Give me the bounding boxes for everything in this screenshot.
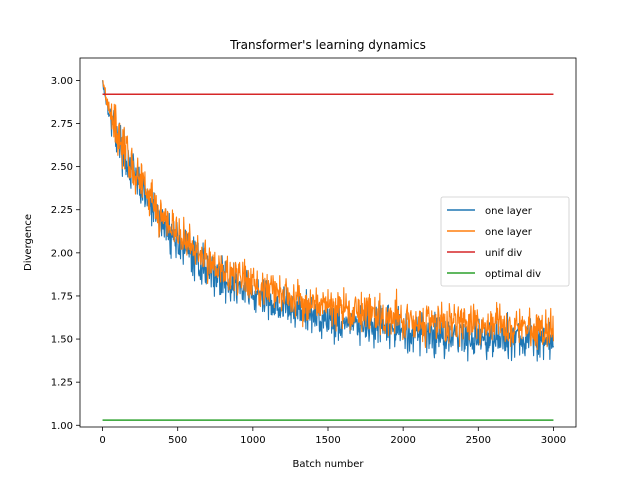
x-tick-label: 2000 <box>390 435 415 446</box>
y-tick-label: 1.75 <box>51 291 73 302</box>
legend-label: one layer <box>485 227 533 238</box>
x-tick-label: 0 <box>99 435 105 446</box>
y-tick-label: 1.00 <box>51 421 73 432</box>
legend-label: optimal div <box>485 269 541 280</box>
series-line-2 <box>102 79 554 351</box>
y-axis: 1.00 1.25 1.50 1.75 2.00 2.25 2.50 2.75 3.00 <box>51 76 80 432</box>
x-tick-label: 3000 <box>541 435 566 446</box>
x-tick-label: 1000 <box>240 435 265 446</box>
y-tick-label: 1.25 <box>51 378 73 389</box>
legend-label: one layer <box>485 206 533 217</box>
x-tick-label: 1500 <box>315 435 340 446</box>
y-axis-label: Divergence <box>23 214 34 271</box>
x-axis: 0 500 1000 1500 2000 2500 3000 <box>99 427 566 446</box>
y-tick-label: 3.00 <box>51 76 73 87</box>
y-tick-label: 2.25 <box>51 205 73 216</box>
legend-box <box>440 196 570 287</box>
y-tick-label: 1.50 <box>51 335 73 346</box>
y-tick-label: 2.50 <box>51 162 73 173</box>
y-tick-label: 2.75 <box>51 119 73 130</box>
x-tick-label: 2500 <box>466 435 491 446</box>
x-tick-label: 500 <box>168 435 187 446</box>
chart-title: Transformer's learning dynamics <box>229 38 426 52</box>
y-tick-label: 2.00 <box>51 248 73 259</box>
legend: one layer one layer unif div optimal div <box>440 196 570 287</box>
plot-area <box>102 79 554 421</box>
x-axis-label: Batch number <box>293 459 365 470</box>
legend-label: unif div <box>485 248 522 259</box>
